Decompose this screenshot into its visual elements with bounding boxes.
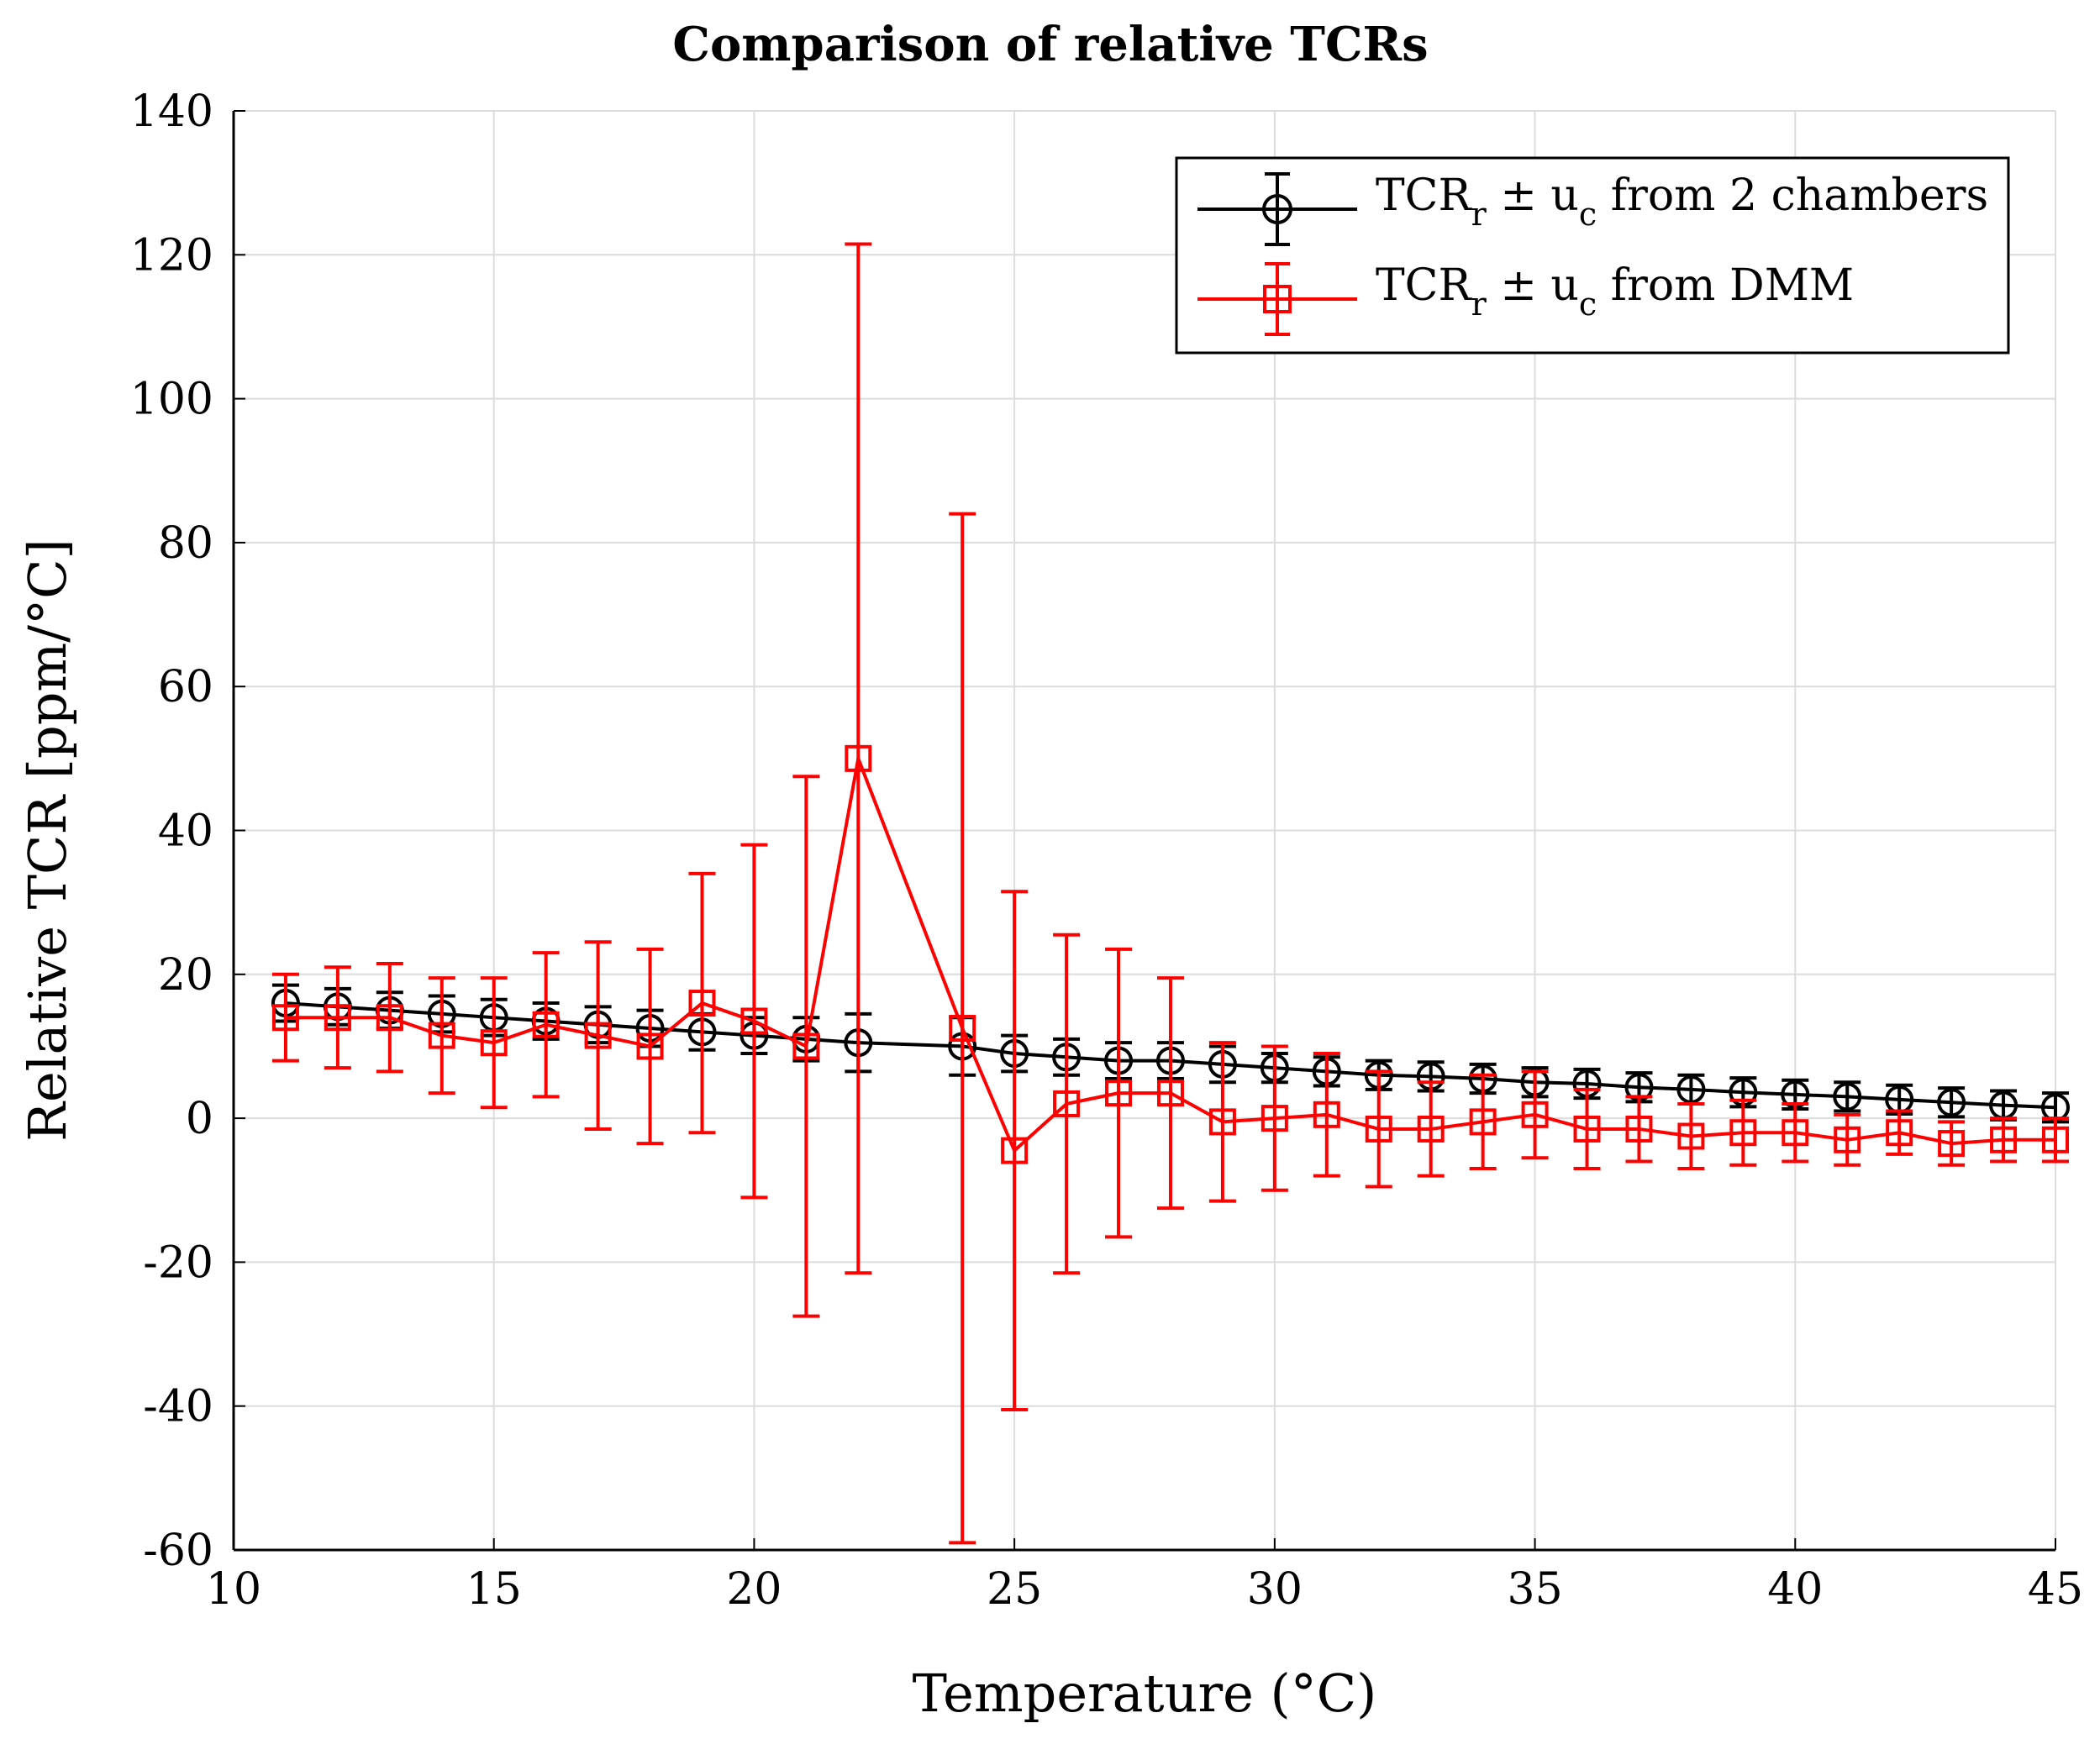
legend-label-chambers-base: TCR	[1376, 171, 1472, 221]
data-point-square	[845, 744, 872, 772]
legend: TCRr ± uc from 2 chambers TCRr ± uc from…	[1175, 156, 2010, 355]
data-point-square	[1365, 1115, 1392, 1143]
chart-title: Comparison of relative TCRs	[672, 17, 1428, 72]
data-point-square	[1677, 1122, 1705, 1150]
series-line	[285, 756, 2055, 1153]
legend-label-dmm-tail: from DMM	[1597, 260, 1854, 311]
y-tick-label: 80	[158, 518, 213, 569]
data-point-square	[1053, 1090, 1081, 1117]
data-point-square	[376, 1004, 403, 1032]
data-point-square	[1417, 1115, 1445, 1143]
legend-label-dmm-sub-r: r	[1471, 286, 1487, 323]
data-point-square	[740, 1007, 768, 1035]
legend-label-chambers-sub-c: c	[1579, 196, 1597, 233]
y-tick-label: -20	[143, 1237, 213, 1288]
legend-marker-square	[1263, 285, 1292, 313]
data-point-square	[792, 1032, 820, 1060]
data-point-square	[480, 1029, 508, 1057]
data-point-square	[324, 1004, 351, 1032]
data-point-square	[1261, 1105, 1288, 1132]
y-tick-label: 100	[130, 375, 213, 425]
data-point-square	[1886, 1119, 1913, 1147]
x-tick-label: 15	[466, 1564, 522, 1615]
data-point-square	[1208, 1108, 1236, 1136]
legend-box	[1175, 156, 2010, 355]
y-tick-label: 140	[130, 87, 213, 137]
data-point-square	[1313, 1101, 1340, 1128]
y-tick-label: -60	[143, 1526, 213, 1576]
data-point-square	[688, 990, 716, 1017]
data-point-square	[584, 1022, 612, 1049]
data-point-circle	[1937, 1088, 1966, 1117]
data-point-square	[1573, 1115, 1601, 1143]
data-point-square	[1834, 1126, 1861, 1153]
y-tick-label: 60	[158, 662, 213, 712]
y-tick-label: -40	[143, 1382, 213, 1432]
legend-label-chambers-sub-r: r	[1471, 196, 1487, 233]
x-tick-label: 40	[1767, 1564, 1823, 1615]
data-point-square	[1521, 1101, 1549, 1128]
data-point-square	[1782, 1119, 1809, 1147]
data-point-square	[2042, 1126, 2069, 1153]
x-tick-label: 35	[1507, 1564, 1562, 1615]
data-point-square	[1729, 1119, 1757, 1147]
data-point-square	[1469, 1108, 1497, 1136]
x-axis-label: Temperature (°C)	[913, 1663, 1377, 1724]
x-tick-label: 30	[1247, 1564, 1303, 1615]
x-tick-label: 25	[987, 1564, 1042, 1615]
legend-entry-dmm: TCRr ± uc from DMM	[1197, 260, 1854, 336]
data-point-circle	[1676, 1074, 1706, 1104]
x-tick-label: 45	[2028, 1564, 2083, 1615]
legend-label-dmm: TCRr ± uc from DMM	[1376, 260, 1854, 323]
y-tick-label: 0	[186, 1094, 213, 1144]
series-dmm	[271, 242, 2069, 1545]
data-point-square	[1156, 1080, 1184, 1107]
legend-marker-circle	[1262, 194, 1292, 224]
data-point-square	[1625, 1115, 1653, 1143]
data-point-circle	[1833, 1082, 1862, 1111]
series-layer	[271, 242, 2070, 1545]
legend-label-chambers-mid: ± u	[1487, 171, 1579, 221]
y-tick-label: 20	[158, 950, 213, 1001]
data-point-square	[532, 1011, 560, 1038]
axes	[232, 110, 2056, 1552]
data-point-square	[1990, 1126, 2018, 1153]
data-point-square	[271, 1004, 299, 1032]
x-tick-label: 10	[206, 1564, 261, 1615]
legend-label-dmm-base: TCR	[1376, 260, 1472, 311]
x-tick-label: 20	[726, 1564, 782, 1615]
data-point-square	[1001, 1137, 1029, 1164]
series-line	[285, 1001, 2056, 1110]
legend-entry-chambers: TCRr ± uc from 2 chambers	[1197, 171, 1988, 246]
data-point-square	[636, 1032, 664, 1060]
x-tick-labels: 10 15 20 25 30 35 40 45	[206, 1564, 2083, 1615]
y-tick-labels: -60 -40 -20 0 20 40 60 80 100 120 140	[130, 87, 213, 1576]
data-point-square	[428, 1022, 455, 1049]
y-axis-label: Relative TCR [ppm/°C]	[17, 539, 78, 1141]
data-point-square	[1105, 1080, 1133, 1107]
y-tick-label: 120	[130, 230, 213, 281]
legend-label-dmm-sub-c: c	[1579, 286, 1597, 323]
data-point-square	[949, 1015, 976, 1043]
y-tick-label: 40	[158, 806, 213, 857]
legend-label-dmm-mid: ± u	[1487, 260, 1579, 311]
legend-label-chambers: TCRr ± uc from 2 chambers	[1376, 171, 1988, 233]
data-point-square	[1938, 1130, 1966, 1158]
legend-label-chambers-tail: from 2 chambers	[1597, 171, 1988, 221]
